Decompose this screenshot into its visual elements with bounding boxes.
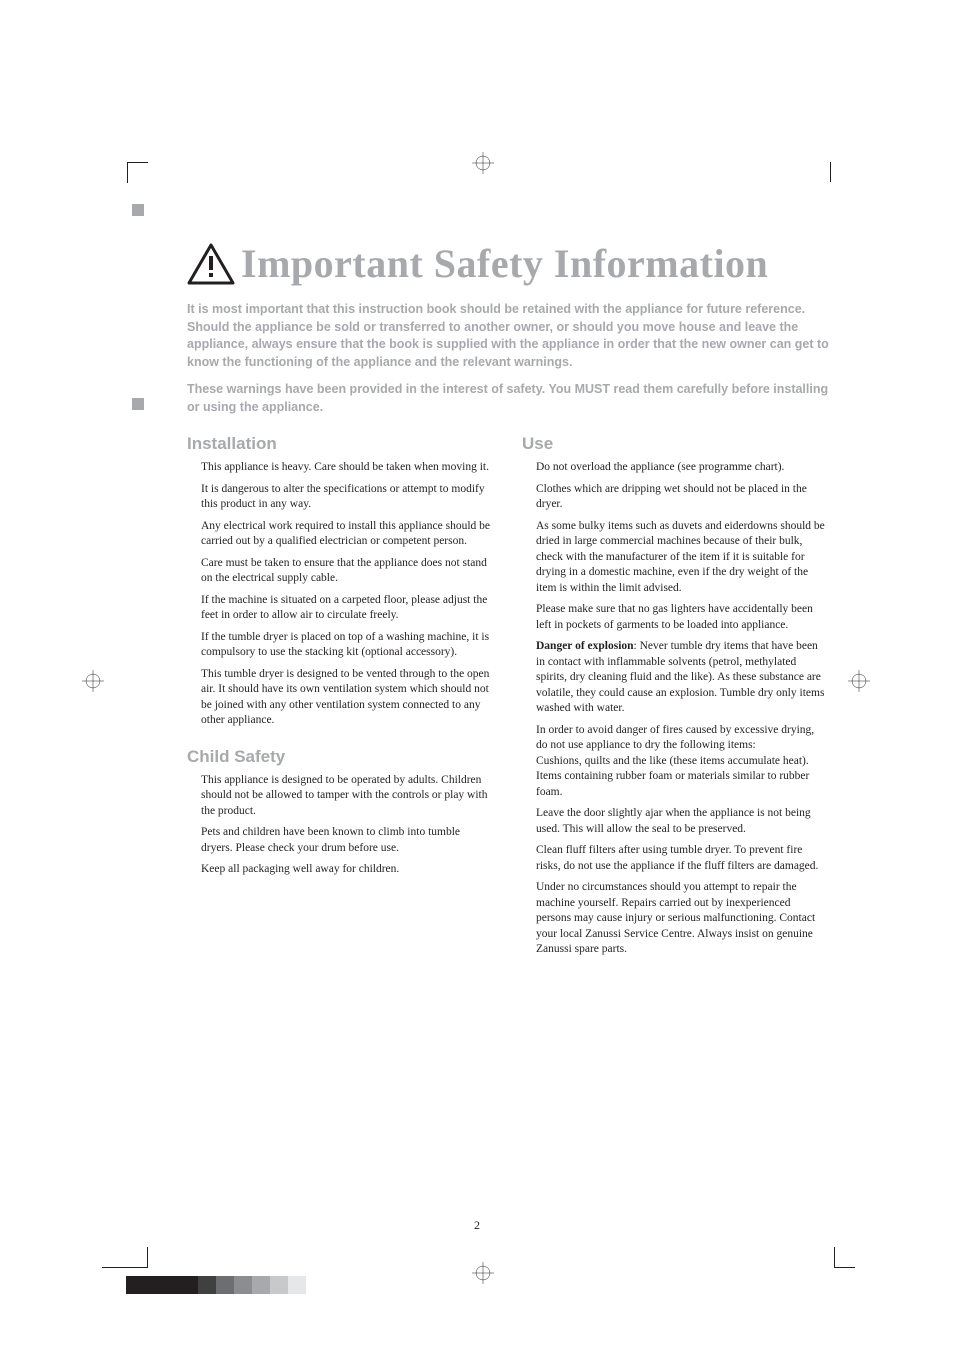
intro-paragraph-2: These warnings have been provided in the… <box>187 381 831 416</box>
crop-corner-bl <box>102 1247 148 1268</box>
crop-mark-top <box>472 152 494 174</box>
intro-paragraph-1: It is most important that this instructi… <box>187 301 831 371</box>
swatch <box>144 1276 162 1294</box>
swatch <box>126 1276 144 1294</box>
swatch <box>180 1276 198 1294</box>
swatch <box>252 1276 270 1294</box>
child-safety-heading: Child Safety <box>187 747 492 767</box>
right-column: Use Do not overload the appliance (see p… <box>522 434 827 964</box>
installation-heading: Installation <box>187 434 492 454</box>
left-column: Installation This appliance is heavy. Ca… <box>187 434 492 964</box>
use-item: In order to avoid danger of fires caused… <box>536 723 827 801</box>
use-item: Leave the door slightly ajar when the ap… <box>536 806 827 837</box>
gray-square-side <box>132 398 144 410</box>
installation-item: If the machine is situated on a carpeted… <box>201 593 492 624</box>
crop-corner-tl <box>127 162 148 183</box>
page-number: 2 <box>0 1218 954 1233</box>
installation-item: This appliance is heavy. Care should be … <box>201 460 492 476</box>
use-item: Clean fluff filters after using tumble d… <box>536 843 827 874</box>
crop-corner-br <box>834 1247 855 1268</box>
swatch <box>216 1276 234 1294</box>
child-safety-item: Keep all packaging well away for childre… <box>201 862 492 878</box>
warning-icon <box>187 243 235 285</box>
title-row: Important Safety Information <box>187 240 831 287</box>
use-item: Please make sure that no gas lighters ha… <box>536 602 827 633</box>
use-item: Do not overload the appliance (see progr… <box>536 460 827 476</box>
page: Important Safety Information It is most … <box>0 0 954 1350</box>
columns: Installation This appliance is heavy. Ca… <box>187 434 831 964</box>
crop-mark-bottom <box>472 1262 494 1284</box>
swatch <box>234 1276 252 1294</box>
danger-label: Danger of explosion <box>536 640 634 652</box>
use-heading: Use <box>522 434 827 454</box>
swatch <box>288 1276 306 1294</box>
crop-corner-tr <box>830 162 851 182</box>
use-danger-item: Danger of explosion: Never tumble dry it… <box>536 639 827 717</box>
installation-item: Care must be taken to ensure that the ap… <box>201 556 492 587</box>
installation-item: It is dangerous to alter the specificati… <box>201 482 492 513</box>
swatch <box>162 1276 180 1294</box>
installation-item: This tumble dryer is designed to be vent… <box>201 667 492 729</box>
use-item: Under no circumstances should you attemp… <box>536 880 827 958</box>
use-item: Clothes which are dripping wet should no… <box>536 482 827 513</box>
crop-mark-left <box>82 670 104 692</box>
page-title: Important Safety Information <box>241 240 768 287</box>
crop-mark-right <box>848 670 870 692</box>
child-safety-item: This appliance is designed to be operate… <box>201 773 492 820</box>
installation-item: Any electrical work required to install … <box>201 519 492 550</box>
installation-item: If the tumble dryer is placed on top of … <box>201 630 492 661</box>
child-safety-item: Pets and children have been known to cli… <box>201 825 492 856</box>
content-area: Important Safety Information It is most … <box>187 240 831 964</box>
gray-square-top <box>132 204 144 216</box>
color-bar <box>126 1276 306 1294</box>
use-item: As some bulky items such as duvets and e… <box>536 519 827 597</box>
swatch <box>270 1276 288 1294</box>
swatch <box>198 1276 216 1294</box>
